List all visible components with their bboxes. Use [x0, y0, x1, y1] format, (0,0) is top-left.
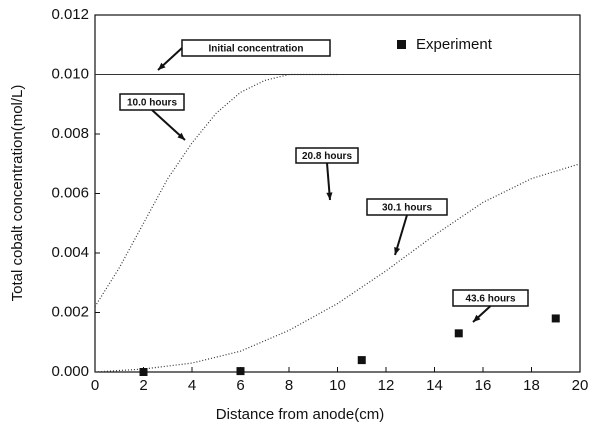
x-tick-label: 4: [188, 377, 196, 394]
y-axis-label: Total cobalt concentration(mol/L): [9, 85, 26, 302]
x-tick-label: 2: [139, 377, 147, 394]
legend-marker: [397, 40, 406, 49]
y-tick-label: 0.008: [51, 125, 89, 142]
x-tick-label: 18: [523, 377, 540, 394]
x-tick-label: 10: [329, 377, 346, 394]
annotation: 20.8 hours: [302, 151, 352, 162]
annotation-arrow: [151, 109, 186, 141]
x-tick-label: 16: [475, 377, 492, 394]
y-tick-label: 0.004: [51, 244, 89, 261]
arrow-head: [326, 192, 333, 200]
y-tick-label: 0.006: [51, 184, 89, 201]
annotation: 43.6 hours: [465, 294, 515, 305]
y-tick-label: 0.000: [51, 363, 89, 380]
legend-label: Experiment: [416, 36, 493, 53]
arrow-head: [158, 62, 166, 70]
model-curve: [94, 163, 581, 373]
x-tick-label: 20: [572, 377, 589, 394]
data-point: [454, 329, 463, 338]
data-point: [236, 367, 245, 376]
x-tick-label: 6: [236, 377, 244, 394]
data-point: [139, 368, 148, 376]
x-tick-label: 14: [426, 377, 443, 394]
data-point: [551, 314, 560, 323]
arrow-head: [473, 314, 481, 322]
annotation: 10.0 hours: [127, 98, 177, 109]
x-axis-label: Distance from anode(cm): [216, 406, 384, 423]
arrow-head: [394, 247, 401, 255]
arrow-head: [177, 132, 185, 140]
y-tick-label: 0.002: [51, 303, 89, 320]
x-tick-label: 0: [91, 377, 99, 394]
x-tick-label: 8: [285, 377, 293, 394]
y-tick-label: 0.010: [51, 65, 89, 82]
model-curve: [94, 73, 338, 307]
data-point: [357, 356, 366, 365]
y-tick-label: 0.012: [51, 6, 89, 23]
annotation: 30.1 hours: [382, 203, 432, 214]
annotation: Initial concentration: [208, 44, 303, 55]
plot-frame: [94, 14, 581, 373]
x-tick-label: 12: [378, 377, 395, 394]
